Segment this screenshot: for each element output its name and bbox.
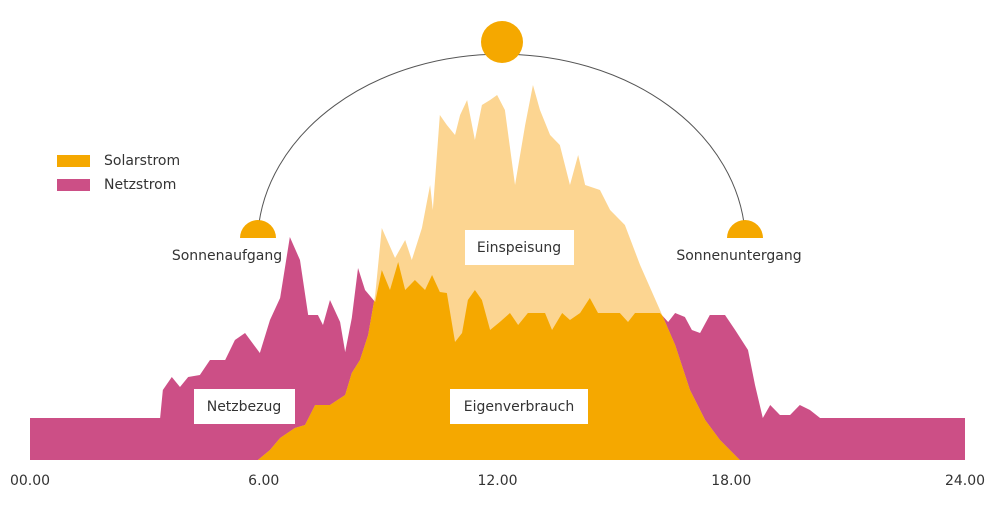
label-box bbox=[194, 389, 295, 424]
sun bbox=[481, 21, 523, 63]
annotation: Netzbezug bbox=[207, 399, 282, 415]
legend-label: Solarstrom bbox=[104, 153, 180, 169]
legend-swatch bbox=[57, 179, 90, 191]
legend-label: Netzstrom bbox=[104, 177, 176, 193]
x-tick-label: 24.00 bbox=[945, 473, 985, 489]
x-tick-label: 12.00 bbox=[477, 473, 517, 489]
x-tick-label: 18.00 bbox=[711, 473, 751, 489]
annotation: Sonnenaufgang bbox=[172, 248, 282, 264]
sunset-icon bbox=[727, 220, 763, 238]
label-box bbox=[450, 389, 588, 424]
label-box bbox=[465, 230, 574, 265]
legend-swatch bbox=[57, 155, 90, 167]
annotation: Sonnenuntergang bbox=[676, 248, 801, 264]
annotation: Eigenverbrauch bbox=[464, 399, 574, 415]
sunrise-icon bbox=[240, 220, 276, 238]
x-tick-label: 6.00 bbox=[248, 473, 279, 489]
x-tick-label: 00.00 bbox=[10, 473, 50, 489]
annotation: Einspeisung bbox=[477, 240, 561, 256]
